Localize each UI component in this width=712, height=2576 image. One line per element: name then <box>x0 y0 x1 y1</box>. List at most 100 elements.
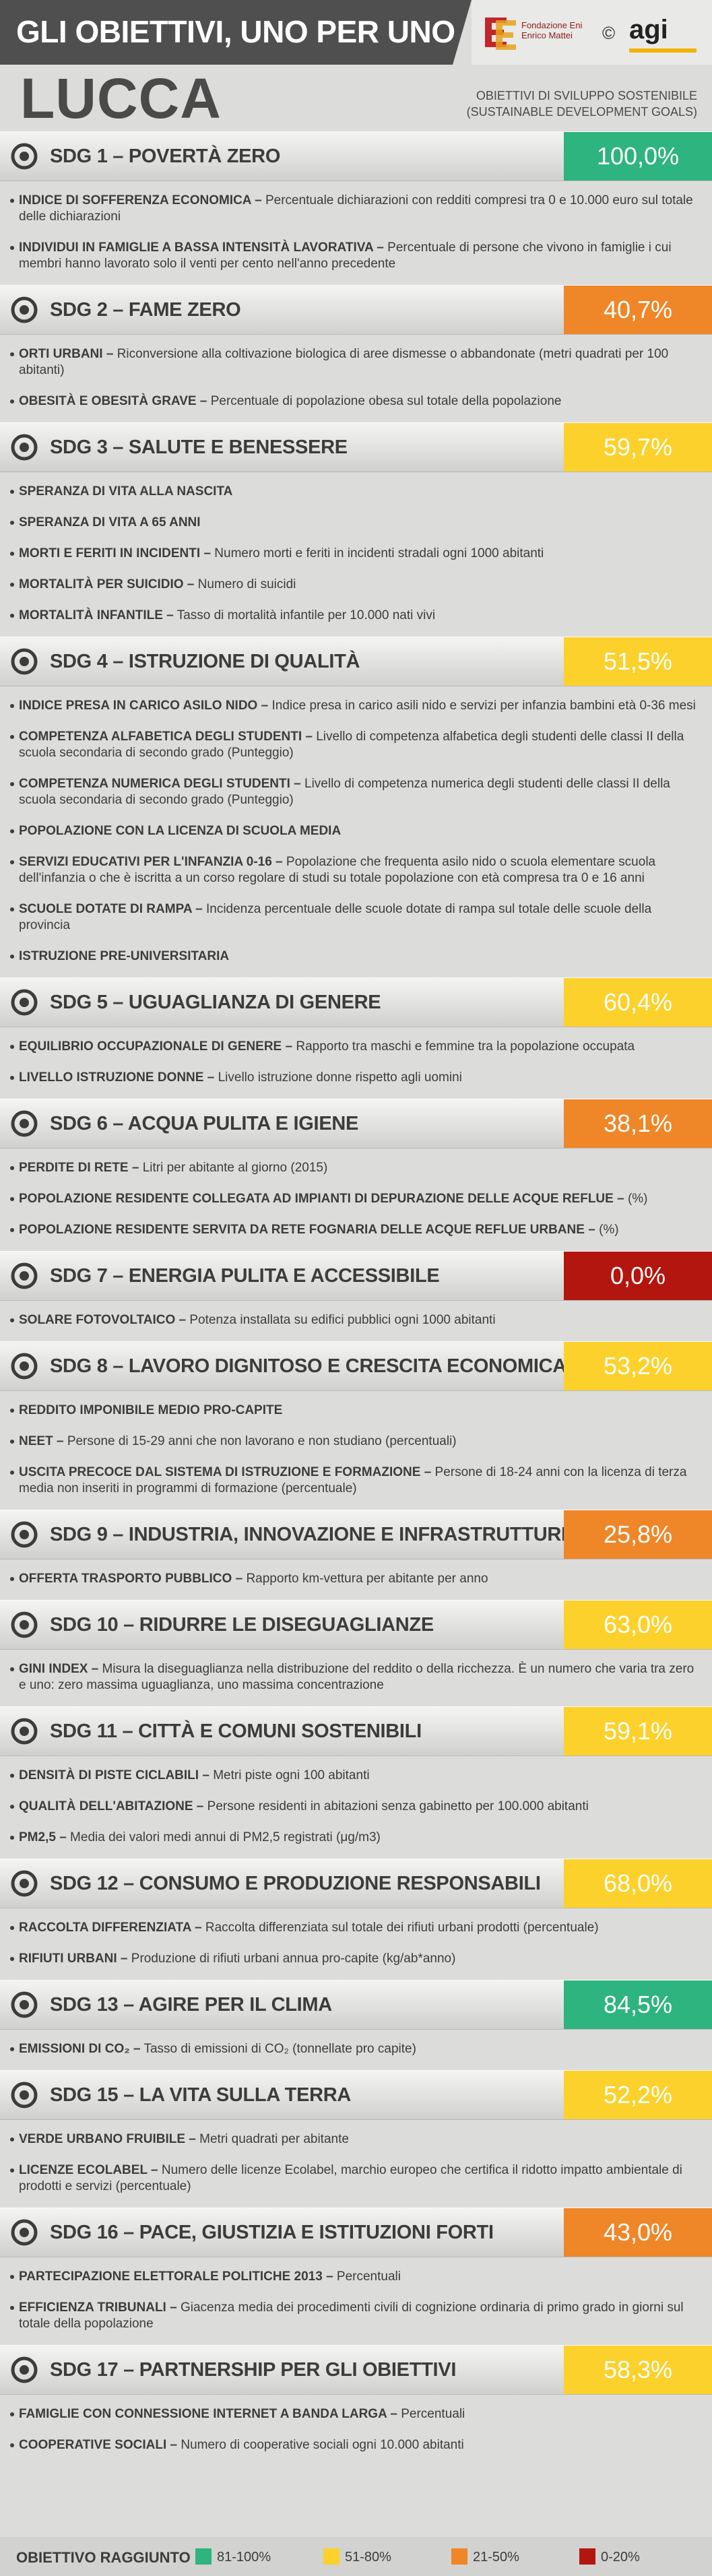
legend-label: 21-50% <box>473 2550 519 2565</box>
indicator: SOLARE FOTOVOLTAICO – Potenza installata… <box>9 1305 703 1336</box>
indicator: COMPETENZA NUMERICA DEGLI STUDENTI – Liv… <box>9 769 703 816</box>
indicator-desc: Livello istruzione donne rispetto agli u… <box>218 1070 462 1085</box>
indicator: LICENZE ECOLABEL – Numero delle licenze … <box>9 2155 703 2202</box>
subtitle: OBIETTIVI DI SVILUPPO SOSTENIBILE <box>476 89 697 102</box>
indicator-name: DENSITÀ DI PISTE CICLABILI – <box>19 1768 209 1782</box>
bullet <box>10 2306 14 2310</box>
sdg-icon <box>11 1110 38 1137</box>
sdg-score: 52,2% <box>564 2071 712 2119</box>
legend-label: 0-20% <box>601 2550 640 2565</box>
indicator-desc: Tasso di mortalità infantile per 10.000 … <box>176 608 436 622</box>
bullet <box>10 2412 14 2416</box>
legend-swatch <box>323 2548 339 2565</box>
indicator: OFFERTA TRASPORTO PUBBLICO – Rapporto km… <box>9 1564 703 1595</box>
indicator-desc: Raccolta differenziata sul totale dei ri… <box>205 1921 599 1935</box>
title: GLI OBIETTIVI, UNO PER UNO <box>16 14 455 49</box>
indicator-desc: Numero di suicidi <box>197 577 296 591</box>
sdg-section: SDG 9 – INDUSTRIA, INNOVAZIONE E INFRAST… <box>0 1510 712 1600</box>
indicator-desc: Percentuale dichiarazioni con redditi co… <box>19 193 693 224</box>
indicator: INDICE DI SOFFERENZA ECONOMICA – Percent… <box>9 185 703 232</box>
bullet <box>10 1667 14 1671</box>
sdg-icon <box>11 434 38 461</box>
indicator-desc: Metri quadrati per abitante <box>199 2132 349 2146</box>
indicator-desc: Popolazione che frequenta asilo nido o s… <box>19 855 656 885</box>
sdg-score: 40,7% <box>564 286 712 334</box>
sdg-bar: SDG 1 – POVERTÀ ZERO 100,0% <box>0 131 712 181</box>
indicator-name: INDICE PRESA IN CARICO ASILO NIDO – <box>19 699 269 713</box>
indicator-desc: Tasso di emissioni di CO₂ (tonnellate pr… <box>143 2042 416 2056</box>
sdg-section: SDG 8 – LAVORO DIGNITOSO E CRESCITA ECON… <box>0 1341 712 1510</box>
copyright: © <box>602 23 616 43</box>
indicator: POPOLAZIONE CON LA LICENZA DI SCUOLA MED… <box>9 816 703 847</box>
sdg-section: SDG 16 – PACE, GIUSTIZIA E ISTITUZIONI F… <box>0 2208 712 2345</box>
indicator-desc: Giacenza media dei procedimenti civili d… <box>19 2300 684 2331</box>
indicator: VERDE URBANO FRUIBILE – Metri quadrati p… <box>9 2124 703 2155</box>
feem-logo <box>485 18 516 50</box>
indicator-name: EFFICIENZA TRIBUNALI – <box>19 2300 177 2315</box>
indicator-name: VERDE URBANO FRUIBILE – <box>19 2132 196 2146</box>
indicator-list: DENSITÀ DI PISTE CICLABILI – Metri piste… <box>0 1756 712 1859</box>
indicator: DENSITÀ DI PISTE CICLABILI – Metri piste… <box>9 1760 703 1791</box>
indicator-list: OFFERTA TRASPORTO PUBBLICO – Rapporto km… <box>0 1559 712 1600</box>
sdg-section: SDG 12 – CONSUMO E PRODUZIONE RESPONSABI… <box>0 1859 712 1980</box>
bullet <box>10 552 14 556</box>
sdg-bar: SDG 11 – CITTÀ E COMUNI SOSTENIBILI 59,1% <box>0 1706 712 1756</box>
bullet <box>10 907 14 911</box>
bullet <box>10 1045 14 1049</box>
indicator-name: EQUILIBRIO OCCUPAZIONALE DI GENERE – <box>19 1039 293 1054</box>
sdg-section: SDG 5 – UGUAGLIANZA DI GENERE 60,4% EQUILI… <box>0 977 712 1099</box>
sdg-section: SDG 2 – FAME ZERO 40,7% ORTI URBANI – Rico… <box>0 285 712 422</box>
brand-bar <box>629 49 697 53</box>
bullet <box>10 583 14 587</box>
indicator: EQUILIBRIO OCCUPAZIONALE DI GENERE – Rap… <box>9 1031 703 1062</box>
city: LUCCA <box>20 67 222 130</box>
banner <box>0 0 472 65</box>
sdg-score: 25,8% <box>564 1510 712 1559</box>
sdg-icon <box>11 2082 38 2108</box>
indicator-desc: Numero di cooperative sociali ogni 10.00… <box>181 2438 464 2452</box>
indicator-name: LIVELLO ISTRUZIONE DONNE – <box>19 1070 215 1085</box>
indicator: ORTI URBANI – Riconversione alla coltiva… <box>9 339 703 386</box>
indicator-desc: Media dei valori medi annui di PM2,5 reg… <box>70 1830 381 1844</box>
sdg-title: SDG 16 – PACE, GIUSTIZIA E ISTITUZIONI F… <box>50 2222 494 2243</box>
sdg-title: SDG 1 – POVERTÀ ZERO <box>50 146 281 167</box>
bullet <box>10 955 14 959</box>
indicator: ISTRUZIONE PRE-UNIVERSITARIA <box>9 941 703 972</box>
indicator-name: RACCOLTA DIFFERENZIATA – <box>19 1921 202 1935</box>
legend-title: OBIETTIVO RAGGIUNTO <box>16 2549 191 2566</box>
sdg-icon <box>11 1353 38 1380</box>
indicator-list: SOLARE FOTOVOLTAICO – Potenza installata… <box>0 1301 712 1341</box>
logos: Fondazione Eni Enrico Mattei © agi <box>472 0 712 65</box>
indicator-desc: Livello di competenza numerica degli stu… <box>19 777 670 807</box>
indicator-desc: Indice presa in carico asili nido e serv… <box>271 699 696 713</box>
sdg-score: 60,4% <box>564 978 712 1027</box>
sdg-score: 43,0% <box>564 2208 712 2257</box>
sdg-bar: SDG 9 – INDUSTRIA, INNOVAZIONE E INFRAST… <box>0 1510 712 1559</box>
legend-label: 81-100% <box>217 2550 271 2565</box>
indicator-list: FAMIGLIE CON CONNESSIONE INTERNET A BAND… <box>0 2395 712 2466</box>
indicator-name: ISTRUZIONE PRE-UNIVERSITARIA <box>19 949 230 963</box>
sdg-bar: SDG 15 – LA VITA SULLA TERRA 52,2% <box>0 2070 712 2120</box>
sdg-icon <box>11 1991 38 2018</box>
sdg-section: SDG 17 – PARTNERSHIP PER GLI OBIETTIVI 58… <box>0 2345 712 2466</box>
indicator-list: VERDE URBANO FRUIBILE – Metri quadrati p… <box>0 2120 712 2208</box>
indicator: SCUOLE DOTATE DI RAMPA – Incidenza perce… <box>9 894 703 941</box>
indicator-name: POPOLAZIONE RESIDENTE COLLEGATA AD IMPIA… <box>19 1192 624 1206</box>
indicator-name: INDIVIDUI IN FAMIGLIE A BASSA INTENSITÀ … <box>19 240 384 255</box>
sdg-bar: SDG 17 – PARTNERSHIP PER GLI OBIETTIVI 58… <box>0 2345 712 2395</box>
indicator: PM2,5 – Media dei valori medi annui di P… <box>9 1822 703 1853</box>
sdg-score: 100,0% <box>564 132 712 181</box>
bullet <box>10 1197 14 1201</box>
indicator: INDIVIDUI IN FAMIGLIE A BASSA INTENSITÀ … <box>9 232 703 280</box>
sdg-score: 53,2% <box>564 1342 712 1390</box>
bullet <box>10 2137 14 2142</box>
bullet <box>10 614 14 618</box>
indicator: LIVELLO ISTRUZIONE DONNE – Livello istru… <box>9 1062 703 1093</box>
indicator-name: RIFIUTI URBANI – <box>19 1952 128 1966</box>
indicator-name: EMISSIONI DI CO₂ – <box>19 2042 141 2056</box>
indicator-name: SERVIZI EDUCATIVI PER L'INFANZIA 0-16 – <box>19 855 283 869</box>
bullet <box>10 2047 14 2051</box>
sdg-bar: SDG 10 – RIDURRE LE DISEGUAGLIANZE 63,0% <box>0 1600 712 1650</box>
sdg-section: SDG 7 – ENERGIA PULITA E ACCESSIBILE 0,0%… <box>0 1251 712 1341</box>
indicator-name: INDICE DI SOFFERENZA ECONOMICA – <box>19 193 262 207</box>
